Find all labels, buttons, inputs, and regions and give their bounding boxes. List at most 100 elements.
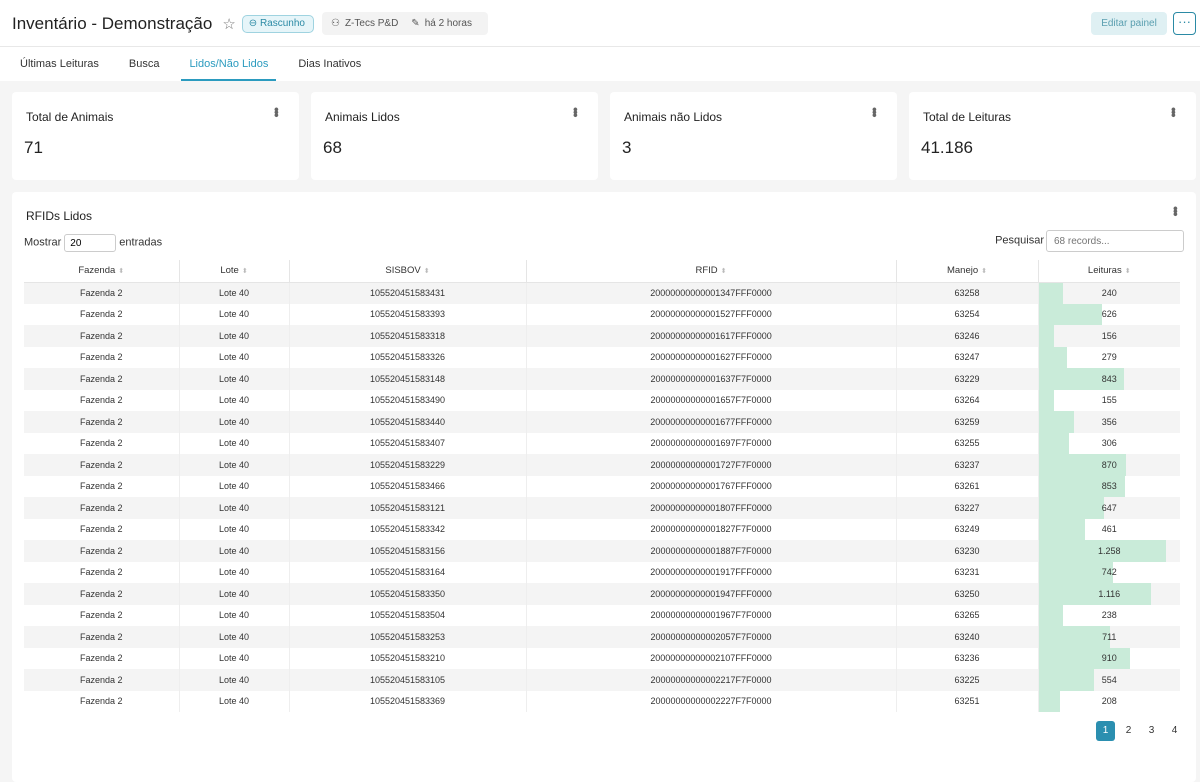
table-row[interactable]: Fazenda 2 Lote 40 105520451583229 200000000… bbox=[24, 454, 1180, 476]
table-row[interactable]: Fazenda 2 Lote 40 105520451583318 200000000… bbox=[24, 325, 1180, 347]
column-header-sisbov[interactable]: SISBOV ⬍ bbox=[289, 260, 527, 283]
cell-leituras: 306 bbox=[1038, 432, 1180, 454]
cell-manejo: 63258 bbox=[896, 282, 1039, 304]
table-row[interactable]: Fazenda 2 Lote 40 105520451583369 200000000… bbox=[24, 690, 1180, 712]
cell-lote: Lote 40 bbox=[179, 690, 290, 712]
sort-icon: ⬍ bbox=[720, 268, 727, 276]
cell-sisbov: 105520451583326 bbox=[289, 346, 527, 368]
cell-sisbov: 105520451583253 bbox=[289, 626, 527, 648]
cell-manejo: 63261 bbox=[896, 475, 1039, 497]
cell-sisbov: 105520451583407 bbox=[289, 432, 527, 454]
star-icon[interactable]: ☆ bbox=[222, 15, 236, 33]
sort-icon: ⬍ bbox=[981, 268, 988, 276]
cell-lote: Lote 40 bbox=[179, 282, 290, 304]
column-header-rfid[interactable]: RFID ⬍ bbox=[526, 260, 897, 283]
table-row[interactable]: Fazenda 2 Lote 40 105520451583440 200000000… bbox=[24, 411, 1180, 433]
page-button-4[interactable]: 4 bbox=[1171, 725, 1178, 736]
cell-leituras: 1.116 bbox=[1038, 583, 1180, 605]
cell-sisbov: 105520451583393 bbox=[289, 303, 527, 325]
table-row[interactable]: Fazenda 2 Lote 40 105520451583156 200000000… bbox=[24, 540, 1180, 562]
search-input[interactable] bbox=[1046, 230, 1184, 252]
table-row[interactable]: Fazenda 2 Lote 40 105520451583105 200000000… bbox=[24, 669, 1180, 691]
cell-fazenda: Fazenda 2 bbox=[24, 669, 180, 691]
kebab-menu-icon[interactable]: ••• bbox=[1168, 206, 1184, 215]
more-options-button[interactable]: ··· bbox=[1173, 12, 1196, 35]
table-row[interactable]: Fazenda 2 Lote 40 105520451583326 200000000… bbox=[24, 346, 1180, 368]
kebab-menu-icon[interactable]: ••• bbox=[867, 107, 883, 116]
leituras-bar bbox=[1038, 604, 1063, 626]
page-button-3[interactable]: 3 bbox=[1148, 725, 1155, 736]
cell-lote: Lote 40 bbox=[179, 647, 290, 669]
table-row[interactable]: Fazenda 2 Lote 40 105520451583393 200000000… bbox=[24, 303, 1180, 325]
table-row[interactable]: Fazenda 2 Lote 40 105520451583210 200000000… bbox=[24, 647, 1180, 669]
cell-leituras: 238 bbox=[1038, 604, 1180, 626]
kebab-menu-icon[interactable]: ••• bbox=[1166, 107, 1182, 116]
cell-fazenda: Fazenda 2 bbox=[24, 432, 180, 454]
cell-leituras: 742 bbox=[1038, 561, 1180, 583]
cell-sisbov: 105520451583121 bbox=[289, 497, 527, 519]
cell-lote: Lote 40 bbox=[179, 540, 290, 562]
leituras-bar bbox=[1038, 540, 1166, 562]
cell-lote: Lote 40 bbox=[179, 669, 290, 691]
column-header-leituras[interactable]: Leituras ⬍ bbox=[1038, 260, 1180, 283]
page-button-1[interactable]: 1 bbox=[1096, 721, 1115, 741]
cell-leituras: 853 bbox=[1038, 475, 1180, 497]
cell-sisbov: 105520451583342 bbox=[289, 518, 527, 540]
edit-panel-button[interactable]: Editar painel bbox=[1091, 12, 1167, 35]
page-size-input[interactable] bbox=[64, 234, 117, 252]
tab-bar: Últimas Leituras Busca Lidos/Não Lidos D… bbox=[0, 47, 1200, 81]
kebab-menu-icon[interactable]: ••• bbox=[568, 107, 584, 116]
cell-sisbov: 105520451583440 bbox=[289, 411, 527, 433]
cell-leituras: 910 bbox=[1038, 647, 1180, 669]
kebab-menu-icon[interactable]: ••• bbox=[269, 107, 285, 116]
leituras-bar bbox=[1038, 647, 1131, 669]
table-row[interactable]: Fazenda 2 Lote 40 105520451583490 200000000… bbox=[24, 389, 1180, 411]
cell-leituras: 843 bbox=[1038, 368, 1180, 390]
cell-sisbov: 105520451583229 bbox=[289, 454, 527, 476]
column-header-lote[interactable]: Lote ⬍ bbox=[179, 260, 290, 283]
cell-rfid: 20000000000001727F7F0000 bbox=[526, 454, 897, 476]
leituras-bar bbox=[1038, 454, 1127, 476]
draft-icon: ⊖ bbox=[248, 17, 258, 29]
cell-fazenda: Fazenda 2 bbox=[24, 561, 180, 583]
cell-manejo: 63265 bbox=[896, 604, 1039, 626]
table-row[interactable]: Fazenda 2 Lote 40 105520451583253 200000000… bbox=[24, 626, 1180, 648]
status-badge: ⊖ Rascunho bbox=[241, 14, 314, 33]
table-row[interactable]: Fazenda 2 Lote 40 105520451583431 200000000… bbox=[24, 282, 1180, 304]
table-row[interactable]: Fazenda 2 Lote 40 105520451583466 200000000… bbox=[24, 475, 1180, 497]
tab-busca[interactable]: Busca bbox=[128, 58, 160, 70]
tab-lidos-nao-lidos[interactable]: Lidos/Não Lidos bbox=[181, 47, 277, 81]
table-row[interactable]: Fazenda 2 Lote 40 105520451583342 200000000… bbox=[24, 518, 1180, 540]
cell-lote: Lote 40 bbox=[179, 454, 290, 476]
table-row[interactable]: Fazenda 2 Lote 40 105520451583504 200000000… bbox=[24, 604, 1180, 626]
tab-dias-inativos[interactable]: Dias Inativos bbox=[298, 58, 362, 70]
table-row[interactable]: Fazenda 2 Lote 40 105520451583350 200000000… bbox=[24, 583, 1180, 605]
table-title: RFIDs Lidos bbox=[26, 209, 93, 223]
column-header-manejo[interactable]: Manejo ⬍ bbox=[896, 260, 1039, 283]
table-row[interactable]: Fazenda 2 Lote 40 105520451583121 200000000… bbox=[24, 497, 1180, 519]
cell-fazenda: Fazenda 2 bbox=[24, 303, 180, 325]
cell-rfid: 20000000000001527FFF0000 bbox=[526, 303, 897, 325]
cell-manejo: 63237 bbox=[896, 454, 1039, 476]
cell-sisbov: 105520451583148 bbox=[289, 368, 527, 390]
cell-leituras: 870 bbox=[1038, 454, 1180, 476]
column-header-fazenda[interactable]: Fazenda ⬍ bbox=[24, 260, 180, 283]
table-row[interactable]: Fazenda 2 Lote 40 105520451583164 200000000… bbox=[24, 561, 1180, 583]
tab-ultimas-leituras[interactable]: Últimas Leituras bbox=[20, 58, 99, 70]
leituras-bar bbox=[1038, 389, 1055, 411]
cell-fazenda: Fazenda 2 bbox=[24, 497, 180, 519]
table-row[interactable]: Fazenda 2 Lote 40 105520451583407 200000000… bbox=[24, 432, 1180, 454]
page-button-2[interactable]: 2 bbox=[1125, 725, 1132, 736]
cell-sisbov: 105520451583318 bbox=[289, 325, 527, 347]
card-animais-nao-lidos: Animais não Lidos 3 ••• bbox=[610, 92, 897, 180]
cell-lote: Lote 40 bbox=[179, 389, 290, 411]
cell-rfid: 20000000000001627FFF0000 bbox=[526, 346, 897, 368]
cell-manejo: 63230 bbox=[896, 540, 1039, 562]
leituras-bar bbox=[1038, 346, 1067, 368]
cell-manejo: 63246 bbox=[896, 325, 1039, 347]
page-length: Mostrarentradas bbox=[24, 234, 162, 252]
table-row[interactable]: Fazenda 2 Lote 40 105520451583148 200000000… bbox=[24, 368, 1180, 390]
cell-fazenda: Fazenda 2 bbox=[24, 389, 180, 411]
cell-manejo: 63231 bbox=[896, 561, 1039, 583]
